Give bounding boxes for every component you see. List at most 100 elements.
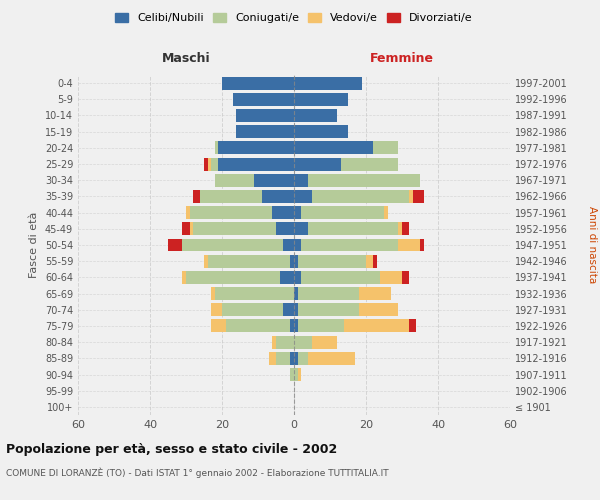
Bar	[190, 222, 193, 235]
Text: Maschi: Maschi	[161, 52, 211, 66]
Bar	[222, 76, 294, 90]
Bar	[380, 271, 402, 284]
Bar	[168, 238, 182, 252]
Bar	[294, 93, 348, 106]
Bar	[294, 190, 312, 203]
Bar	[294, 320, 298, 332]
Bar	[308, 174, 420, 186]
Bar	[236, 109, 294, 122]
Bar	[283, 304, 294, 316]
Bar	[308, 222, 398, 235]
Bar	[276, 222, 294, 235]
Bar	[290, 320, 294, 332]
Bar	[344, 320, 409, 332]
Bar	[200, 190, 262, 203]
Text: Anni di nascita: Anni di nascita	[587, 206, 597, 284]
Bar	[384, 206, 388, 219]
Bar	[294, 336, 312, 348]
Bar	[222, 304, 283, 316]
Bar	[312, 190, 409, 203]
Bar	[373, 254, 377, 268]
Bar	[226, 320, 290, 332]
Legend: Celibi/Nubili, Coniugati/e, Vedovi/e, Divorziati/e: Celibi/Nubili, Coniugati/e, Vedovi/e, Di…	[115, 12, 473, 24]
Bar	[294, 352, 298, 365]
Y-axis label: Fasce di età: Fasce di età	[29, 212, 39, 278]
Bar	[272, 336, 276, 348]
Bar	[211, 320, 226, 332]
Bar	[283, 238, 294, 252]
Bar	[215, 142, 218, 154]
Bar	[208, 158, 211, 170]
Bar	[298, 304, 359, 316]
Bar	[218, 142, 294, 154]
Bar	[359, 304, 398, 316]
Bar	[409, 190, 413, 203]
Bar	[398, 222, 402, 235]
Bar	[294, 222, 308, 235]
Bar	[269, 352, 276, 365]
Bar	[290, 352, 294, 365]
Bar	[294, 287, 298, 300]
Bar	[294, 76, 362, 90]
Bar	[280, 271, 294, 284]
Bar	[276, 336, 294, 348]
Bar	[301, 206, 384, 219]
Bar	[366, 254, 373, 268]
Bar	[211, 304, 222, 316]
Bar	[298, 254, 366, 268]
Bar	[294, 304, 298, 316]
Text: Femmine: Femmine	[370, 52, 434, 66]
Bar	[186, 271, 280, 284]
Bar	[298, 368, 301, 381]
Bar	[294, 142, 373, 154]
Bar	[413, 190, 424, 203]
Bar	[218, 158, 294, 170]
Bar	[294, 238, 301, 252]
Bar	[294, 125, 348, 138]
Bar	[272, 206, 294, 219]
Bar	[215, 174, 254, 186]
Bar	[294, 254, 298, 268]
Bar	[254, 174, 294, 186]
Bar	[359, 287, 391, 300]
Bar	[215, 287, 294, 300]
Bar	[182, 271, 186, 284]
Bar	[290, 254, 294, 268]
Bar	[193, 190, 200, 203]
Bar	[294, 174, 308, 186]
Bar	[208, 254, 290, 268]
Bar	[373, 142, 398, 154]
Bar	[420, 238, 424, 252]
Bar	[301, 238, 398, 252]
Bar	[294, 368, 298, 381]
Bar	[290, 368, 294, 381]
Bar	[298, 287, 359, 300]
Bar	[294, 271, 301, 284]
Bar	[190, 206, 272, 219]
Bar	[186, 206, 190, 219]
Bar	[182, 222, 190, 235]
Bar	[211, 158, 218, 170]
Bar	[398, 238, 420, 252]
Bar	[236, 125, 294, 138]
Text: COMUNE DI LORANZÈ (TO) - Dati ISTAT 1° gennaio 2002 - Elaborazione TUTTITALIA.IT: COMUNE DI LORANZÈ (TO) - Dati ISTAT 1° g…	[6, 468, 389, 478]
Bar	[298, 352, 308, 365]
Bar	[301, 271, 380, 284]
Bar	[294, 206, 301, 219]
Bar	[308, 352, 355, 365]
Bar	[276, 352, 290, 365]
Bar	[402, 271, 409, 284]
Bar	[233, 93, 294, 106]
Bar	[204, 254, 208, 268]
Bar	[182, 238, 283, 252]
Bar	[294, 158, 341, 170]
Bar	[298, 320, 344, 332]
Bar	[312, 336, 337, 348]
Bar	[409, 320, 416, 332]
Bar	[193, 222, 276, 235]
Bar	[402, 222, 409, 235]
Bar	[204, 158, 208, 170]
Bar	[211, 287, 215, 300]
Bar	[341, 158, 398, 170]
Bar	[262, 190, 294, 203]
